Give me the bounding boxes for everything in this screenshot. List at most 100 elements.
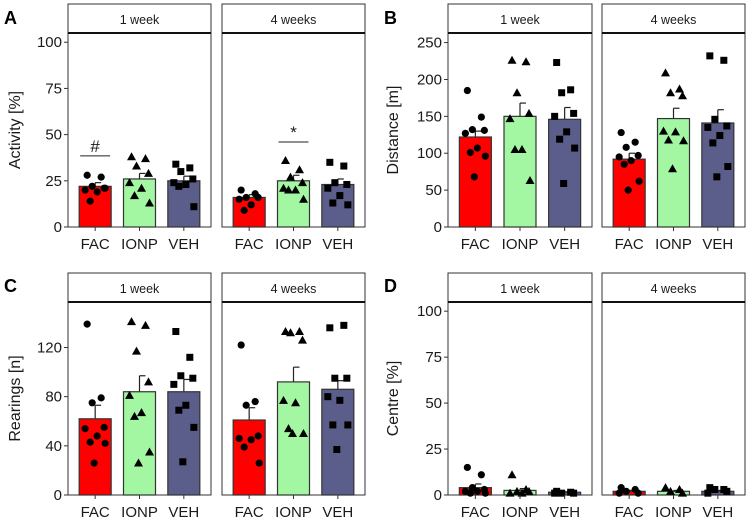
data-point-square [713, 173, 721, 181]
x-tick-label: FAC [461, 504, 490, 521]
y-tick-label: 200 [417, 71, 442, 88]
facet-label: 4 weeks [651, 282, 697, 296]
data-point-circle [617, 484, 625, 492]
y-tick-label: 0 [54, 487, 62, 504]
panel-a: A Activity [%] 0 25 50 75 100 1 week FAC IONP VEH #… [4, 3, 366, 253]
data-point-square [711, 115, 719, 123]
data-point-square [704, 489, 712, 497]
data-point-triangle [678, 488, 687, 497]
y-tick-label: 0 [434, 487, 442, 504]
data-point-triangle [679, 136, 688, 145]
data-point-square [189, 175, 197, 183]
y-tick-label: 75 [45, 80, 62, 97]
data-point-circle [466, 148, 474, 157]
facet-label: 4 weeks [651, 13, 697, 27]
data-point-square [706, 484, 714, 492]
data-point-square [558, 89, 566, 97]
facet-label: 1 week [120, 13, 160, 27]
y-tick-label: 50 [425, 182, 442, 199]
data-point-triangle [130, 191, 139, 200]
data-point-circle [235, 195, 243, 203]
data-point-square [329, 421, 337, 429]
data-point-triangle [664, 135, 673, 144]
data-point-circle [634, 151, 642, 160]
data-point-square [724, 163, 732, 171]
data-point-triangle [524, 108, 534, 117]
data-point-circle [461, 129, 469, 137]
x-tick-label: VEH [168, 236, 199, 253]
facet-strip [67, 272, 212, 303]
data-point-square [324, 184, 332, 192]
y-tick-label: 75 [425, 349, 442, 366]
data-point-square [326, 158, 334, 166]
x-tick-label: VEH [702, 504, 733, 521]
significance-marker: # [90, 137, 100, 156]
data-point-triangle [505, 488, 515, 497]
facet-label: 1 week [500, 13, 540, 27]
data-point-triangle [298, 178, 307, 187]
panel-letter: B [384, 8, 397, 28]
data-point-square [329, 199, 337, 207]
data-point-circle [81, 425, 89, 433]
data-point-circle [235, 434, 243, 443]
data-point-circle [90, 459, 98, 467]
facet-label: 4 weeks [271, 13, 317, 27]
facet-strip [601, 272, 746, 303]
data-point-triangle [130, 411, 139, 420]
data-point-circle [237, 341, 245, 349]
data-point-square [182, 181, 190, 189]
data-point-square [720, 56, 728, 64]
data-point-circle [635, 177, 643, 185]
data-point-triangle [678, 91, 687, 100]
bar-fac [458, 136, 492, 228]
data-point-triangle [517, 488, 527, 497]
data-point-circle [83, 171, 91, 179]
x-tick-label: IONP [275, 504, 312, 521]
data-point-square [716, 132, 724, 140]
data-point-square [553, 59, 561, 67]
panel-letter: D [384, 276, 397, 296]
data-point-circle [101, 439, 109, 447]
data-point-triangle [134, 458, 143, 467]
data-point-triangle [127, 152, 136, 161]
data-point-square [177, 372, 185, 380]
x-tick-label: FAC [235, 236, 264, 253]
facet-label: 1 week [120, 282, 160, 296]
data-point-triangle [291, 185, 300, 194]
data-point-circle [481, 152, 489, 160]
panel-letter: C [4, 276, 17, 296]
y-axis-title: Distance [m] [385, 86, 402, 175]
y-tick-label: 80 [45, 389, 62, 406]
data-point-square [331, 374, 339, 382]
bar-veh [548, 118, 582, 228]
data-point-triangle [512, 486, 522, 495]
data-point-triangle [132, 161, 141, 170]
data-point-circle [627, 157, 635, 165]
data-point-square [177, 168, 185, 176]
data-point-square [186, 164, 194, 172]
data-point-square [571, 144, 579, 152]
data-point-square [182, 401, 190, 409]
data-point-square [570, 489, 578, 497]
data-point-circle [470, 173, 478, 181]
data-point-square [170, 380, 178, 388]
data-point-triangle [295, 327, 304, 336]
data-point-square [723, 122, 731, 130]
data-point-triangle [281, 327, 290, 336]
data-point-circle [88, 399, 96, 407]
y-tick-label: 100 [417, 145, 442, 162]
data-point-triangle [127, 317, 136, 326]
data-point-triangle [145, 198, 154, 207]
data-point-circle [463, 86, 471, 95]
data-point-circle [83, 320, 91, 328]
facet-strip [601, 3, 746, 34]
x-tick-label: IONP [655, 504, 692, 521]
x-tick-label: VEH [322, 236, 353, 253]
data-point-triangle [659, 126, 668, 135]
facet-strip [221, 272, 366, 303]
data-point-square [336, 396, 344, 404]
data-point-circle [97, 173, 105, 181]
data-point-triangle [666, 88, 675, 97]
